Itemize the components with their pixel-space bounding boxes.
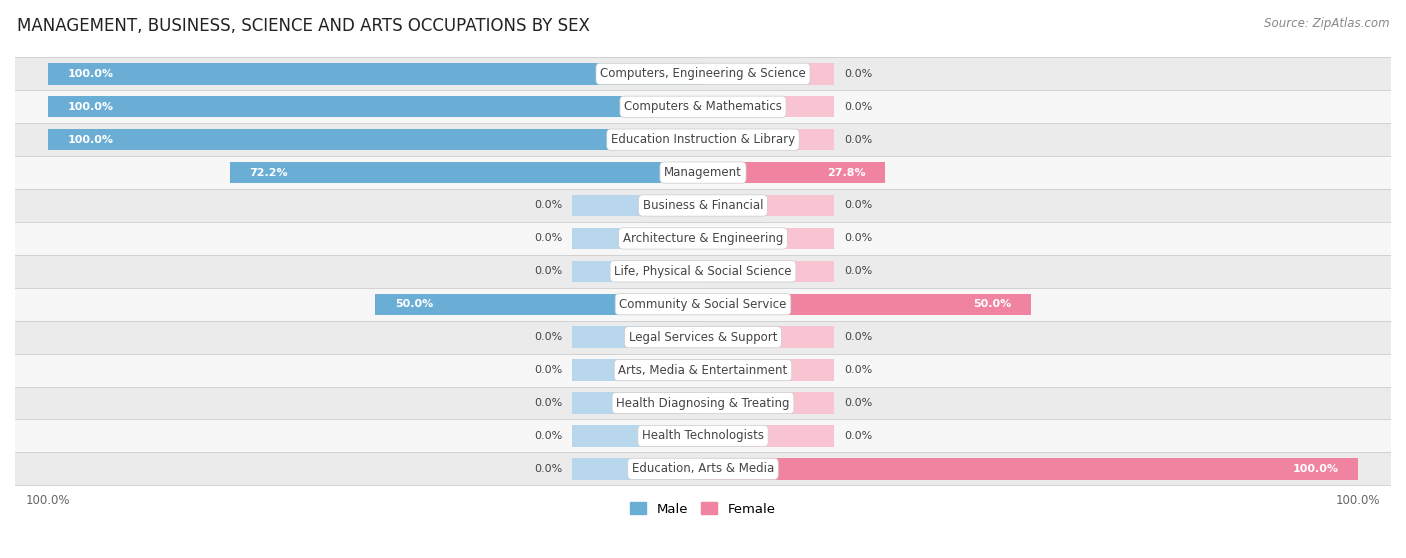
Bar — [703, 392, 834, 413]
Text: 0.0%: 0.0% — [844, 102, 872, 112]
Text: 0.0%: 0.0% — [844, 398, 872, 408]
Text: Health Technologists: Health Technologists — [643, 430, 763, 442]
Bar — [15, 387, 1391, 420]
Bar — [15, 189, 1391, 222]
Text: Computers, Engineering & Science: Computers, Engineering & Science — [600, 68, 806, 80]
Text: Legal Services & Support: Legal Services & Support — [628, 331, 778, 344]
Bar — [703, 195, 834, 216]
Text: 0.0%: 0.0% — [534, 398, 562, 408]
Text: 0.0%: 0.0% — [844, 332, 872, 342]
Bar — [231, 162, 703, 183]
Bar — [703, 96, 834, 117]
Text: 100.0%: 100.0% — [1292, 464, 1339, 474]
Bar — [572, 195, 703, 216]
Text: 50.0%: 50.0% — [395, 299, 433, 309]
Text: Education Instruction & Library: Education Instruction & Library — [612, 133, 794, 146]
Text: Business & Financial: Business & Financial — [643, 199, 763, 212]
Bar — [703, 294, 1031, 315]
Text: 0.0%: 0.0% — [534, 266, 562, 276]
Text: 0.0%: 0.0% — [844, 365, 872, 375]
Bar — [703, 425, 834, 446]
Bar — [703, 228, 834, 249]
Bar — [15, 420, 1391, 453]
Text: 0.0%: 0.0% — [534, 431, 562, 441]
Bar — [15, 222, 1391, 255]
Text: 0.0%: 0.0% — [534, 464, 562, 474]
Bar — [15, 453, 1391, 485]
Text: 0.0%: 0.0% — [844, 431, 872, 441]
Bar — [703, 63, 834, 84]
Bar — [703, 129, 834, 150]
Text: 100.0%: 100.0% — [67, 69, 114, 79]
Bar — [48, 63, 703, 84]
Bar — [703, 326, 834, 348]
Text: Community & Social Service: Community & Social Service — [619, 298, 787, 311]
Bar — [15, 255, 1391, 288]
Text: 0.0%: 0.0% — [844, 134, 872, 145]
Text: 100.0%: 100.0% — [67, 134, 114, 145]
Text: Life, Physical & Social Science: Life, Physical & Social Science — [614, 265, 792, 278]
Bar — [572, 326, 703, 348]
Text: 50.0%: 50.0% — [973, 299, 1011, 309]
Bar — [15, 57, 1391, 90]
Text: 0.0%: 0.0% — [534, 233, 562, 243]
Text: 0.0%: 0.0% — [844, 200, 872, 210]
Bar — [15, 321, 1391, 354]
Text: Source: ZipAtlas.com: Source: ZipAtlas.com — [1264, 17, 1389, 30]
Bar — [375, 294, 703, 315]
Text: Management: Management — [664, 166, 742, 179]
Bar — [48, 129, 703, 150]
Text: 0.0%: 0.0% — [844, 233, 872, 243]
Text: 0.0%: 0.0% — [844, 69, 872, 79]
Bar — [15, 156, 1391, 189]
Bar — [572, 392, 703, 413]
Text: 0.0%: 0.0% — [534, 200, 562, 210]
Bar — [572, 359, 703, 381]
Text: 0.0%: 0.0% — [534, 332, 562, 342]
Bar — [703, 162, 886, 183]
Text: 100.0%: 100.0% — [67, 102, 114, 112]
Text: Arts, Media & Entertainment: Arts, Media & Entertainment — [619, 364, 787, 377]
Bar — [15, 123, 1391, 156]
Bar — [15, 288, 1391, 321]
Text: 27.8%: 27.8% — [827, 167, 866, 177]
Bar — [572, 458, 703, 479]
Legend: Male, Female: Male, Female — [626, 497, 780, 521]
Bar — [48, 96, 703, 117]
Text: Education, Arts & Media: Education, Arts & Media — [631, 463, 775, 475]
Text: Computers & Mathematics: Computers & Mathematics — [624, 100, 782, 113]
Bar — [703, 458, 1358, 479]
Text: Architecture & Engineering: Architecture & Engineering — [623, 232, 783, 245]
Bar — [703, 261, 834, 282]
Bar — [15, 90, 1391, 123]
Text: 0.0%: 0.0% — [534, 365, 562, 375]
Bar — [572, 228, 703, 249]
Text: 0.0%: 0.0% — [844, 266, 872, 276]
Bar — [572, 425, 703, 446]
Bar — [572, 261, 703, 282]
Text: 72.2%: 72.2% — [250, 167, 288, 177]
Bar — [15, 354, 1391, 387]
Bar — [703, 359, 834, 381]
Text: Health Diagnosing & Treating: Health Diagnosing & Treating — [616, 397, 790, 410]
Text: MANAGEMENT, BUSINESS, SCIENCE AND ARTS OCCUPATIONS BY SEX: MANAGEMENT, BUSINESS, SCIENCE AND ARTS O… — [17, 17, 589, 35]
